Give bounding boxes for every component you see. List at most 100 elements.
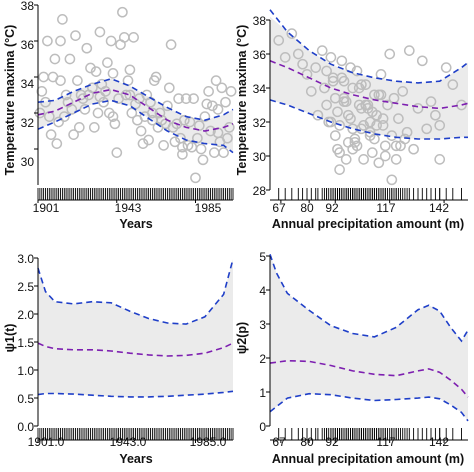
data-point (279, 52, 291, 63)
upper-bound-line (269, 254, 469, 343)
y-tick-label: 36 (21, 38, 35, 52)
data-point (305, 86, 317, 97)
data-point (57, 14, 68, 25)
lower-bound-line (269, 99, 468, 140)
y-tick-label: 32 (21, 116, 35, 130)
data-point (434, 120, 446, 131)
data-point (199, 111, 211, 122)
data-point (342, 109, 354, 121)
x-tick-label: 67 (272, 435, 286, 449)
y-tick-label: 0.5 (17, 392, 34, 406)
data-point (98, 96, 109, 108)
data-point (310, 62, 322, 73)
x-axis-title: Years (119, 217, 152, 231)
y-tick-label: 0.0 (17, 420, 34, 434)
panel-psi1-years: 0.0 0.5 1.0 1.5 2.0 2.5 3.0 1901.0 1943.… (3, 252, 234, 466)
y-tick-label: 1.5 (17, 336, 34, 350)
data-point (79, 104, 91, 115)
x-tick-label: 117 (376, 201, 395, 215)
y-tick-label: 32 (253, 116, 267, 130)
data-point (364, 130, 376, 141)
data-point (105, 35, 117, 47)
data-point (64, 53, 76, 65)
data-point (332, 143, 343, 155)
data-point (382, 99, 393, 111)
data-point (55, 35, 66, 47)
x-tick-label: 92 (325, 435, 339, 449)
data-point (349, 137, 361, 148)
data-point (53, 116, 64, 128)
data-point (447, 79, 459, 90)
data-point (126, 107, 138, 119)
y-tick-label: 34 (253, 82, 267, 96)
panel-temperature-vs-precipitation: 28 30 32 34 36 38 67 80 92 117 142 Annua… (235, 9, 469, 231)
x-tick-label: 142 (429, 435, 449, 449)
data-point (188, 93, 199, 104)
data-point (102, 57, 113, 68)
y-tick-label: 2 (259, 352, 266, 366)
data-point (286, 28, 298, 39)
upper-bound-line (37, 258, 234, 325)
data-point (107, 68, 119, 79)
y-tick-label: 28 (253, 184, 267, 198)
data-point (373, 157, 385, 169)
data-point (371, 120, 382, 131)
data-point (85, 62, 96, 74)
data-point (111, 147, 123, 158)
y-axis-title: Temperature maxima (°C) (3, 25, 17, 176)
data-point (120, 89, 132, 101)
data-point (321, 65, 332, 77)
confidence-band (270, 16, 468, 140)
data-point (375, 89, 387, 101)
data-point (163, 82, 175, 94)
data-point (390, 140, 402, 152)
data-point (212, 104, 224, 115)
data-point (327, 75, 339, 87)
y-tick-label: 1 (259, 386, 266, 400)
data-point (397, 86, 409, 97)
data-point (81, 42, 93, 54)
data-point (92, 107, 104, 119)
data-point (150, 71, 162, 83)
confidence-band (38, 259, 233, 397)
rug (278, 428, 462, 440)
data-point (87, 82, 98, 94)
data-point (362, 99, 374, 111)
data-point (143, 134, 154, 146)
data-point (197, 154, 209, 166)
y-tick-label: 5 (259, 250, 266, 264)
data-point (349, 133, 361, 145)
data-point (203, 86, 214, 97)
x-tick-label: 1901 (33, 201, 60, 215)
data-point (169, 136, 181, 148)
y-axis-title: ψ1(t) (3, 324, 17, 353)
data-point (292, 48, 304, 60)
lower-bound-line (37, 390, 234, 398)
data-point (336, 55, 348, 67)
data-point (347, 123, 359, 135)
data-point (412, 103, 424, 114)
data-point (94, 91, 106, 103)
data-point (109, 118, 121, 130)
data-point (338, 92, 350, 104)
data-point (379, 150, 391, 162)
data-point (190, 172, 201, 184)
data-point (401, 126, 413, 138)
data-point (364, 116, 376, 128)
data-point (207, 100, 218, 112)
data-point (297, 58, 308, 70)
data-point (218, 147, 229, 158)
data-point (208, 147, 220, 158)
data-point (58, 111, 70, 122)
data-point (77, 93, 89, 104)
panel-temperature-vs-years: 30 32 34 36 38 1901 1943 1985 Years Temp… (3, 0, 237, 231)
data-point (390, 154, 402, 165)
data-point (45, 129, 57, 140)
data-point (49, 53, 61, 65)
fitted-line (37, 342, 234, 357)
data-point (347, 143, 359, 155)
y-tick-label: 30 (253, 150, 267, 164)
data-point (42, 35, 53, 47)
data-point (177, 141, 188, 153)
lower-bound-line (37, 99, 234, 154)
